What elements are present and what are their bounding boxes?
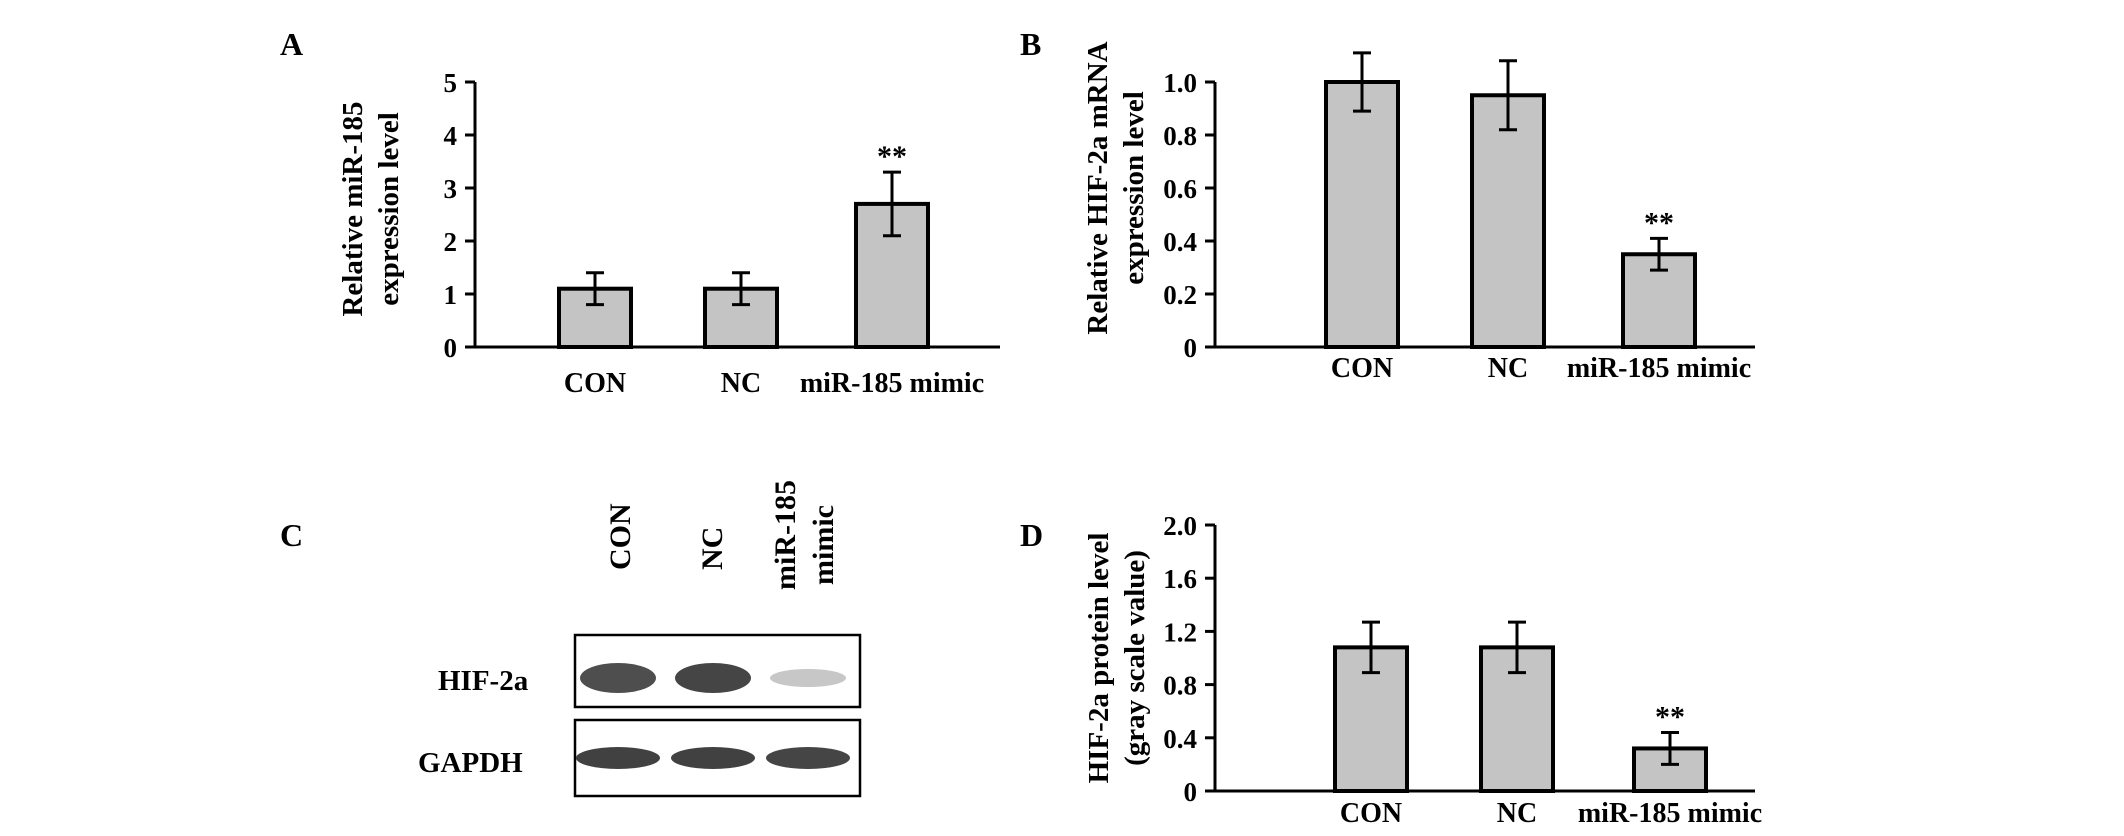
chart-a-ylabel-line1: Relative miR-185: [337, 101, 369, 316]
chart-a-ytick-label: 1: [444, 280, 458, 310]
panel-label-c: C: [280, 517, 303, 553]
chart-a-ytick-label: 4: [444, 121, 458, 151]
chart-d-category-label: miR-185 mimic: [1578, 798, 1762, 829]
blot-row-label-hif2a: HIF-2a: [438, 665, 529, 697]
panel-label-d: D: [1020, 517, 1043, 553]
chart-d-ylabel-line1: HIF-2a protein level: [1083, 533, 1115, 784]
blot-lane-label-con: CON: [604, 503, 637, 570]
chart-a-ytick-label: 3: [444, 174, 458, 204]
chart-b-relative-hif2a-mrna: Relative HIF-2a mRNA expression level 0 0…: [1082, 41, 1755, 384]
blot-band-hif-2a: [770, 669, 846, 687]
chart-b-ytick-label: 0.2: [1163, 280, 1197, 310]
chart-a-ytick-label: 5: [444, 68, 458, 98]
chart-b-ylabel-line2: expression level: [1118, 91, 1150, 285]
chart-b-category-label: CON: [1331, 353, 1393, 384]
blot-band-gapdh: [671, 747, 755, 769]
chart-b-ytick-label: 0: [1184, 333, 1198, 363]
chart-a-category-label: miR-185 mimic: [800, 368, 984, 399]
blot-row-label-gapdh: GAPDH: [418, 747, 523, 779]
chart-b-bar: [1470, 93, 1546, 349]
chart-b-ytick-label: 0.6: [1163, 174, 1197, 204]
chart-d-category-label: CON: [1340, 798, 1402, 829]
blot-lane-label-mimic: mimic: [807, 505, 840, 585]
chart-b-significance-marker: **: [1644, 206, 1674, 239]
chart-a-relative-mir185: Relative miR-185 expression level 0 1 2 3 4 5…: [337, 68, 1000, 399]
chart-b-bar: [1324, 80, 1400, 349]
chart-a-ytick-label: 0: [444, 333, 458, 363]
chart-b-ytick-label: 0.4: [1163, 227, 1197, 257]
chart-a-category-label: NC: [721, 368, 761, 399]
blot-lane-label-mir185: miR-185: [769, 480, 802, 590]
blot-band-gapdh: [576, 747, 660, 769]
chart-b-ytick-label: 0.8: [1163, 121, 1197, 151]
blot-bands: [576, 663, 850, 769]
panel-label-b: B: [1020, 26, 1041, 62]
chart-d-ylabel-line2: (gray scale value): [1119, 550, 1151, 766]
blot-band-hif-2a: [675, 663, 751, 693]
chart-d-ytick-label: 1.6: [1163, 564, 1197, 594]
chart-a-ytick-label: 2: [444, 227, 458, 257]
blot-lane-label-nc: NC: [696, 527, 729, 570]
chart-d-ytick-label: 0: [1184, 777, 1198, 807]
chart-a-bar: [854, 201, 930, 349]
chart-a-ylabel-line2: expression level: [373, 112, 405, 306]
western-blot: CON NC miR-185 mimic HIF-2a GAPDH: [418, 480, 862, 798]
chart-d-hif2a-protein-level: HIF-2a protein level (gray scale value) …: [1083, 511, 1762, 829]
chart-d-ytick-label: 2.0: [1163, 511, 1197, 541]
chart-d-ytick-label: 1.2: [1163, 617, 1197, 647]
chart-b-ytick-label: 1.0: [1163, 68, 1197, 98]
chart-b-category-label: miR-185 mimic: [1567, 353, 1751, 384]
chart-d-significance-marker: **: [1655, 700, 1685, 733]
blot-band-hif-2a: [580, 663, 656, 693]
chart-d-ytick-label: 0.4: [1163, 724, 1197, 754]
blot-band-gapdh: [766, 747, 850, 769]
chart-d-category-label: NC: [1497, 798, 1537, 829]
chart-a-significance-marker: **: [877, 140, 907, 173]
chart-d-ytick-label: 0.8: [1163, 671, 1197, 701]
chart-b-ylabel-line1: Relative HIF-2a mRNA: [1082, 41, 1114, 334]
panel-label-a: A: [280, 26, 303, 62]
chart-b-category-label: NC: [1488, 353, 1528, 384]
chart-a-category-label: CON: [564, 368, 626, 399]
